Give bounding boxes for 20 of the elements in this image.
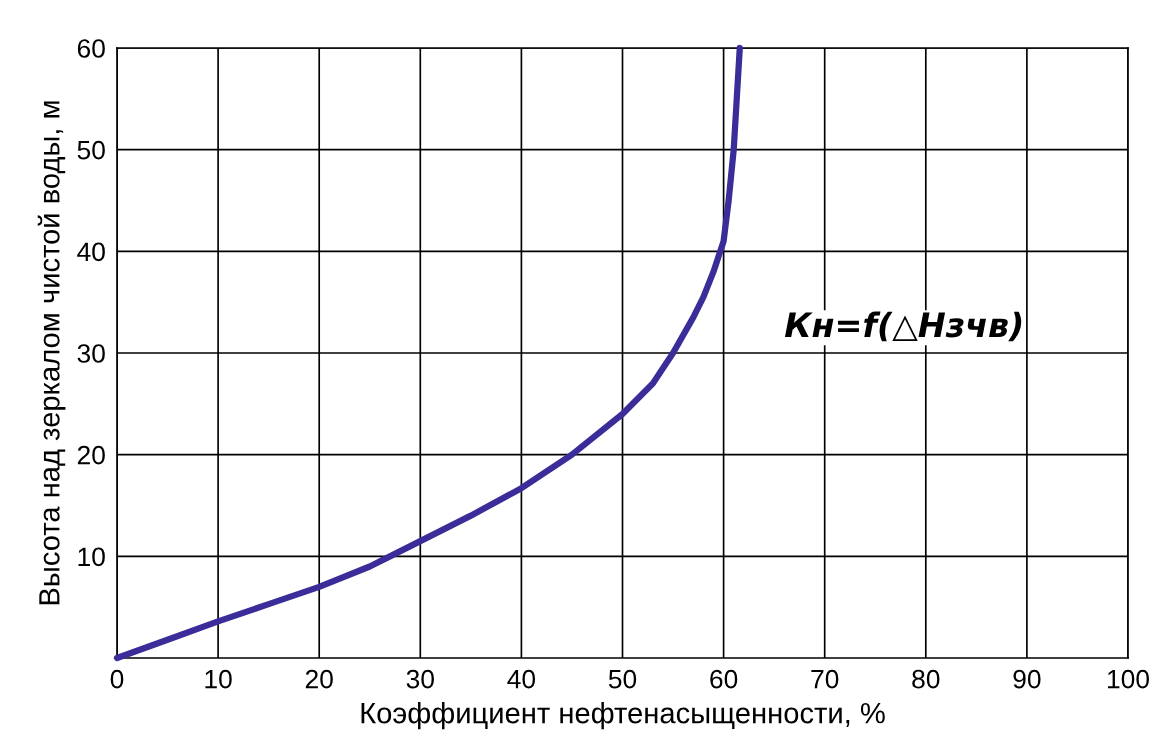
x-tick-label: 50 (608, 669, 637, 689)
y-tick-label: 30 (77, 344, 105, 363)
y-tick-label: 40 (77, 242, 105, 262)
y-tick-label: 50 (77, 140, 105, 160)
y-tick-label: 60 (77, 39, 105, 58)
y-axis-title: Высота над зеркалом чистой воды, м (37, 101, 66, 605)
y-tick-label: 10 (78, 547, 105, 567)
x-tick-label: 0 (110, 669, 124, 689)
x-tick-label: 10 (205, 669, 232, 689)
x-tick-label: 80 (912, 669, 940, 689)
x-tick-label: 70 (811, 669, 839, 689)
x-tick-label: 20 (305, 669, 333, 689)
x-axis-title: Коэффициент нефтенасыщенности, % (361, 702, 885, 730)
x-tick-label: 30 (406, 669, 434, 689)
annotation: Кн=f(△Нзчв) (784, 311, 1022, 342)
x-tick-label: 60 (710, 669, 738, 689)
x-tick-label: 100 (1108, 669, 1149, 689)
x-tick-label: 40 (507, 669, 536, 689)
x-tick-label: 90 (1013, 669, 1041, 689)
y-tick-label: 20 (77, 445, 105, 465)
